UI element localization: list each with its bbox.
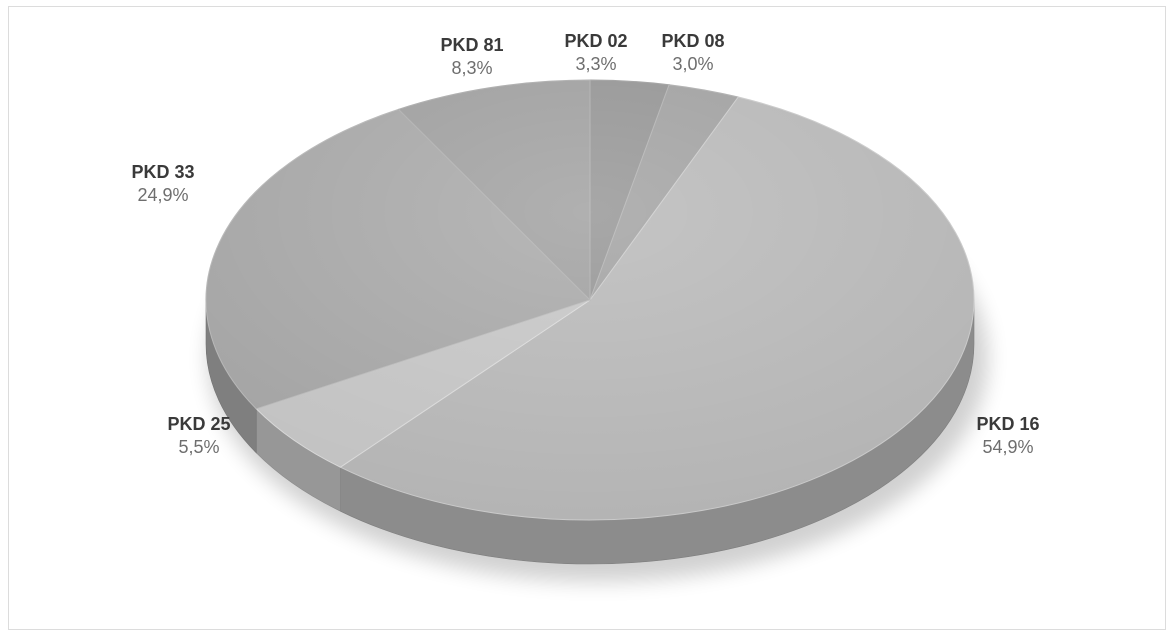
label-pkd-16: PKD 16 54,9% — [976, 413, 1039, 458]
label-pkd-02: PKD 02 3,3% — [564, 30, 627, 75]
label-pkd-25-value: 5,5% — [178, 436, 220, 457]
label-pkd-02-name: PKD 02 — [564, 31, 628, 51]
label-pkd-16-value: 54,9% — [982, 436, 1034, 457]
label-pkd-08: PKD 08 3,0% — [661, 30, 724, 75]
label-pkd-81-value: 8,3% — [451, 57, 493, 78]
label-pkd-25-name: PKD 25 — [167, 414, 231, 434]
label-pkd-08-name: PKD 08 — [661, 31, 725, 51]
label-pkd-33-name: PKD 33 — [131, 162, 195, 182]
label-pkd-25: PKD 25 5,5% — [167, 413, 230, 458]
label-pkd-02-value: 3,3% — [575, 53, 617, 74]
pie-gloss — [206, 80, 974, 520]
label-pkd-08-value: 3,0% — [672, 53, 714, 74]
label-pkd-81-name: PKD 81 — [440, 35, 504, 55]
label-pkd-16-name: PKD 16 — [976, 414, 1040, 434]
label-pkd-33: PKD 33 24,9% — [131, 161, 194, 206]
label-pkd-33-value: 24,9% — [137, 184, 189, 205]
label-pkd-81: PKD 81 8,3% — [440, 34, 503, 79]
